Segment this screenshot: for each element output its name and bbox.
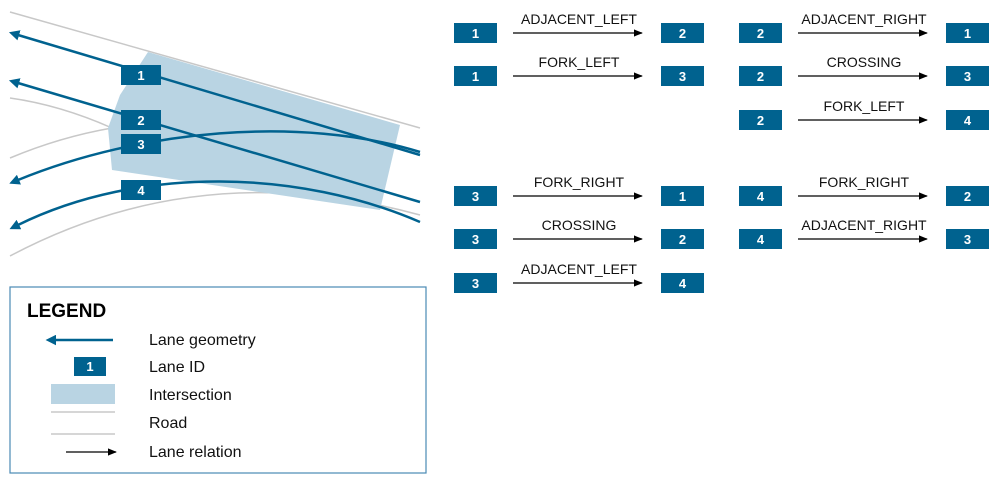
relation-to-lane-id: 4: [661, 273, 704, 293]
relation-type-label: ADJACENT_RIGHT: [801, 11, 927, 27]
relation-row: 2 FORK_LEFT 4: [739, 98, 989, 130]
lane-2-geometry: [8, 78, 421, 204]
legend-title: LEGEND: [27, 301, 106, 322]
relation-row: 2 ADJACENT_RIGHT 1: [739, 11, 989, 43]
relation-type-label: FORK_RIGHT: [534, 174, 625, 190]
lane-relations: 1 ADJACENT_LEFT 2 1 FORK_LEFT 3 2 ADJACENT_RIGH…: [454, 11, 989, 293]
relation-to-lane-id: 3: [661, 66, 704, 86]
relation-from-label: 2: [757, 26, 764, 41]
relation-to-lane-id: 2: [946, 186, 989, 206]
relation-type-label: ADJACENT_RIGHT: [801, 217, 927, 233]
map-lane-id-label: 3: [137, 137, 144, 152]
relation-row: 2 CROSSING 3: [739, 54, 989, 86]
relation-type-label: FORK_RIGHT: [819, 174, 910, 190]
legend-lane-id-symbol: 1: [74, 357, 106, 376]
relation-to-lane-id: 2: [661, 229, 704, 249]
relation-to-label: 3: [964, 69, 971, 84]
relation-from-lane-id: 2: [739, 66, 782, 86]
relation-from-label: 1: [472, 26, 479, 41]
relation-to-label: 1: [679, 189, 686, 204]
road-line: [9, 127, 113, 159]
relation-row: 4 ADJACENT_RIGHT 3: [739, 217, 989, 249]
map-lane-id-4: 4: [121, 180, 161, 200]
relation-from-lane-id: 3: [454, 229, 497, 249]
relation-to-lane-id: 2: [661, 23, 704, 43]
relation-from-label: 3: [472, 232, 479, 247]
legend-intersection-label: Intersection: [149, 387, 232, 404]
relation-to-lane-id: 3: [946, 66, 989, 86]
legend-lane-relation-label: Lane relation: [149, 444, 242, 461]
relation-from-label: 4: [757, 232, 765, 247]
relation-from-lane-id: 1: [454, 66, 497, 86]
relation-to-label: 4: [964, 113, 972, 128]
relation-type-label: CROSSING: [827, 54, 902, 70]
relation-type-label: ADJACENT_LEFT: [521, 11, 637, 27]
legend-frame: [9, 286, 427, 474]
lanes: [8, 30, 421, 230]
relation-to-lane-id: 3: [946, 229, 989, 249]
relation-from-lane-id: 2: [739, 110, 782, 130]
lane-1-geometry: [8, 30, 421, 157]
relation-row: 3 FORK_RIGHT 1: [454, 174, 704, 206]
relation-from-label: 2: [757, 113, 764, 128]
relation-to-label: 3: [964, 232, 971, 247]
legend-intersection-symbol: [51, 384, 115, 404]
relation-type-label: FORK_LEFT: [539, 54, 620, 70]
relation-to-label: 2: [679, 26, 686, 41]
relation-type-label: FORK_LEFT: [824, 98, 905, 114]
relation-from-label: 2: [757, 69, 764, 84]
relation-from-lane-id: 4: [739, 229, 782, 249]
relation-to-label: 1: [964, 26, 971, 41]
map-lane-id-2: 2: [121, 110, 161, 130]
relation-from-label: 1: [472, 69, 479, 84]
relation-row: 1 ADJACENT_LEFT 2: [454, 11, 704, 43]
relation-type-label: CROSSING: [542, 217, 617, 233]
relation-row: 1 FORK_LEFT 3: [454, 54, 704, 86]
map-lane-id-label: 4: [137, 183, 145, 198]
relation-to-label: 4: [679, 276, 687, 291]
relation-from-lane-id: 3: [454, 273, 497, 293]
lane-3-geometry: [9, 130, 421, 185]
relation-to-lane-id: 1: [661, 186, 704, 206]
map-lane-id-label: 1: [137, 68, 144, 83]
map-lane-id-1: 1: [121, 65, 161, 85]
relation-from-lane-id: 4: [739, 186, 782, 206]
relation-row: 4 FORK_RIGHT 2: [739, 174, 989, 206]
lane-4-geometry: [9, 180, 421, 230]
road-map: 1 2 3 4: [8, 11, 421, 257]
relation-row: 3 ADJACENT_LEFT 4: [454, 261, 704, 293]
relation-to-lane-id: 4: [946, 110, 989, 130]
legend-lane-id-sample: 1: [86, 359, 93, 374]
map-lane-id-label: 2: [137, 113, 144, 128]
map-lane-id-3: 3: [121, 134, 161, 154]
legend-road-label: Road: [149, 415, 187, 432]
relation-to-lane-id: 1: [946, 23, 989, 43]
relation-to-label: 2: [964, 189, 971, 204]
relation-to-label: 3: [679, 69, 686, 84]
relation-from-lane-id: 1: [454, 23, 497, 43]
relation-row: 3 CROSSING 2: [454, 217, 704, 249]
legend-lane-geometry-label: Lane geometry: [149, 332, 256, 349]
relation-to-label: 2: [679, 232, 686, 247]
road-line: [9, 97, 113, 129]
relation-from-lane-id: 3: [454, 186, 497, 206]
legend-lane-id-label: Lane ID: [149, 359, 205, 376]
relation-from-label: 4: [757, 189, 765, 204]
relation-type-label: ADJACENT_LEFT: [521, 261, 637, 277]
relation-from-label: 3: [472, 189, 479, 204]
road-line: [9, 11, 421, 129]
relation-from-lane-id: 2: [739, 23, 782, 43]
legend: LEGEND Lane geometry 1 Lane ID Intersect…: [9, 286, 427, 474]
relation-from-label: 3: [472, 276, 479, 291]
